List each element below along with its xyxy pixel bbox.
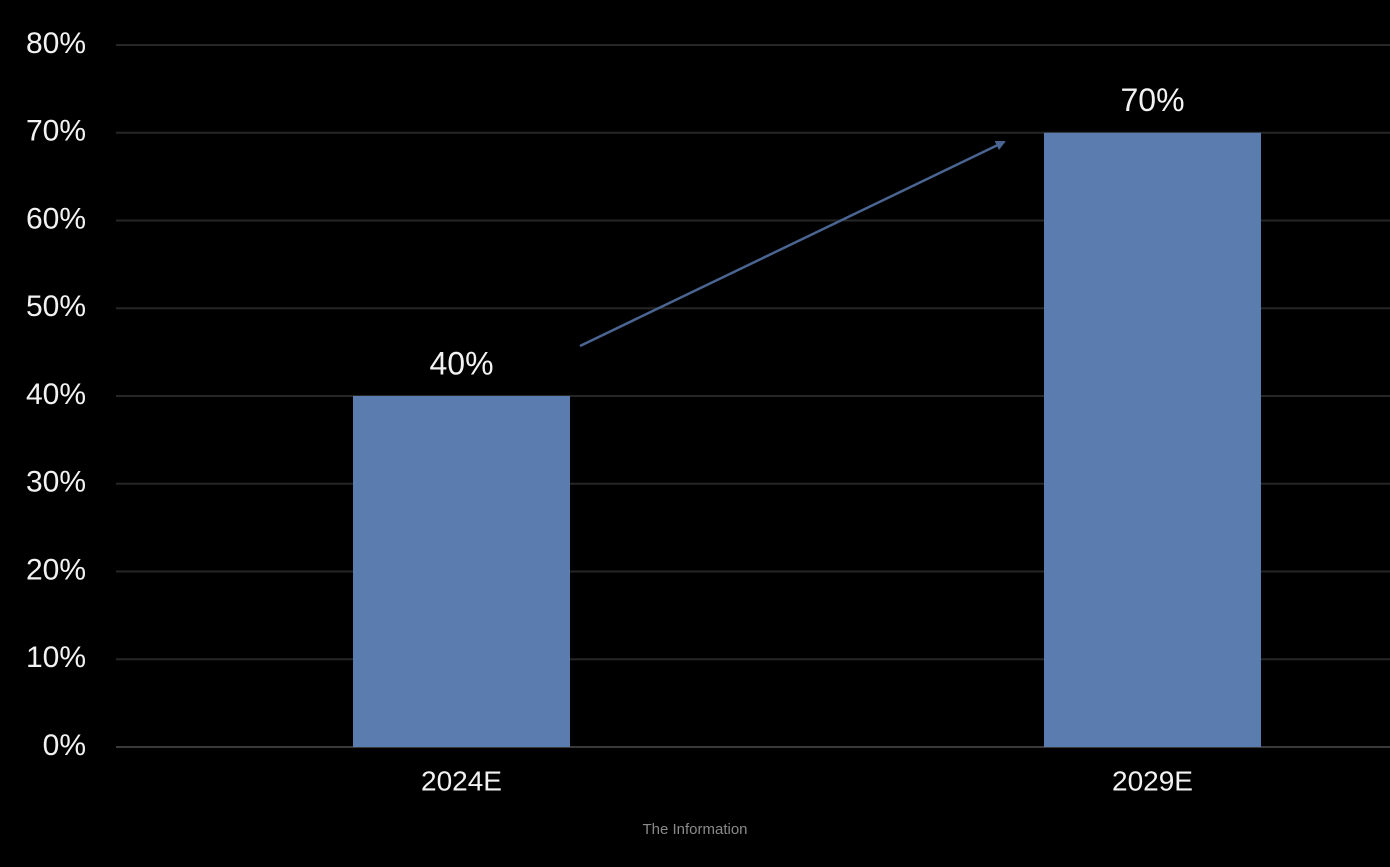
y-tick-label: 50% [26,290,86,323]
bar [1044,132,1261,747]
data-label: 70% [1120,82,1184,118]
y-tick-label: 70% [26,115,86,148]
y-tick-label: 30% [26,466,86,499]
trend-arrow [579,140,1006,348]
bars [353,132,1261,747]
y-tick-label: 40% [26,378,86,411]
source: The Information [642,821,747,838]
y-tick-label: 80% [26,27,86,60]
y-tick-label: 60% [26,202,86,235]
y-tick-label: 20% [26,553,86,586]
y-tick-label: 10% [26,641,86,674]
data-label: 40% [429,345,493,381]
x-tick-label: 2029E [1112,765,1193,796]
y-tick-label: 0% [43,729,86,762]
bar [353,396,570,747]
x-tick-label: 2024E [421,765,502,796]
